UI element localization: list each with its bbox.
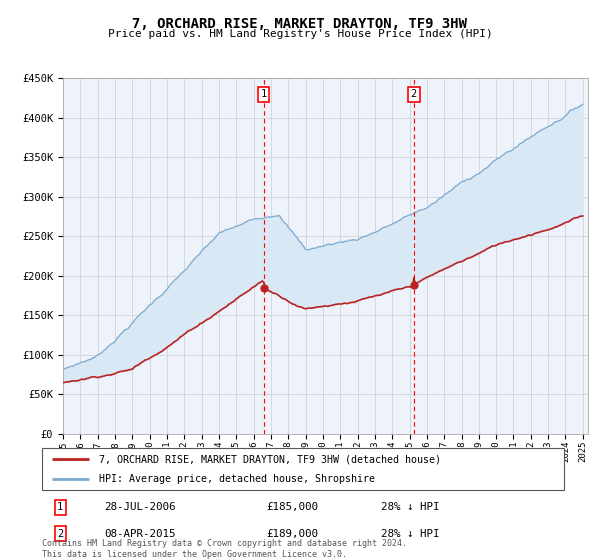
Text: 1: 1 bbox=[260, 89, 267, 99]
Text: 2: 2 bbox=[57, 529, 64, 539]
Text: 1: 1 bbox=[57, 502, 64, 512]
Text: £189,000: £189,000 bbox=[266, 529, 319, 539]
Text: 7, ORCHARD RISE, MARKET DRAYTON, TF9 3HW: 7, ORCHARD RISE, MARKET DRAYTON, TF9 3HW bbox=[133, 17, 467, 31]
Text: HPI: Average price, detached house, Shropshire: HPI: Average price, detached house, Shro… bbox=[100, 474, 376, 484]
Text: Contains HM Land Registry data © Crown copyright and database right 2024.
This d: Contains HM Land Registry data © Crown c… bbox=[42, 539, 407, 559]
Text: 28% ↓ HPI: 28% ↓ HPI bbox=[382, 502, 440, 512]
Text: 28% ↓ HPI: 28% ↓ HPI bbox=[382, 529, 440, 539]
FancyBboxPatch shape bbox=[42, 448, 564, 490]
Text: 08-APR-2015: 08-APR-2015 bbox=[104, 529, 176, 539]
Text: 2: 2 bbox=[411, 89, 417, 99]
Text: £185,000: £185,000 bbox=[266, 502, 319, 512]
Text: 7, ORCHARD RISE, MARKET DRAYTON, TF9 3HW (detached house): 7, ORCHARD RISE, MARKET DRAYTON, TF9 3HW… bbox=[100, 454, 442, 464]
Text: Price paid vs. HM Land Registry's House Price Index (HPI): Price paid vs. HM Land Registry's House … bbox=[107, 29, 493, 39]
Text: 28-JUL-2006: 28-JUL-2006 bbox=[104, 502, 176, 512]
